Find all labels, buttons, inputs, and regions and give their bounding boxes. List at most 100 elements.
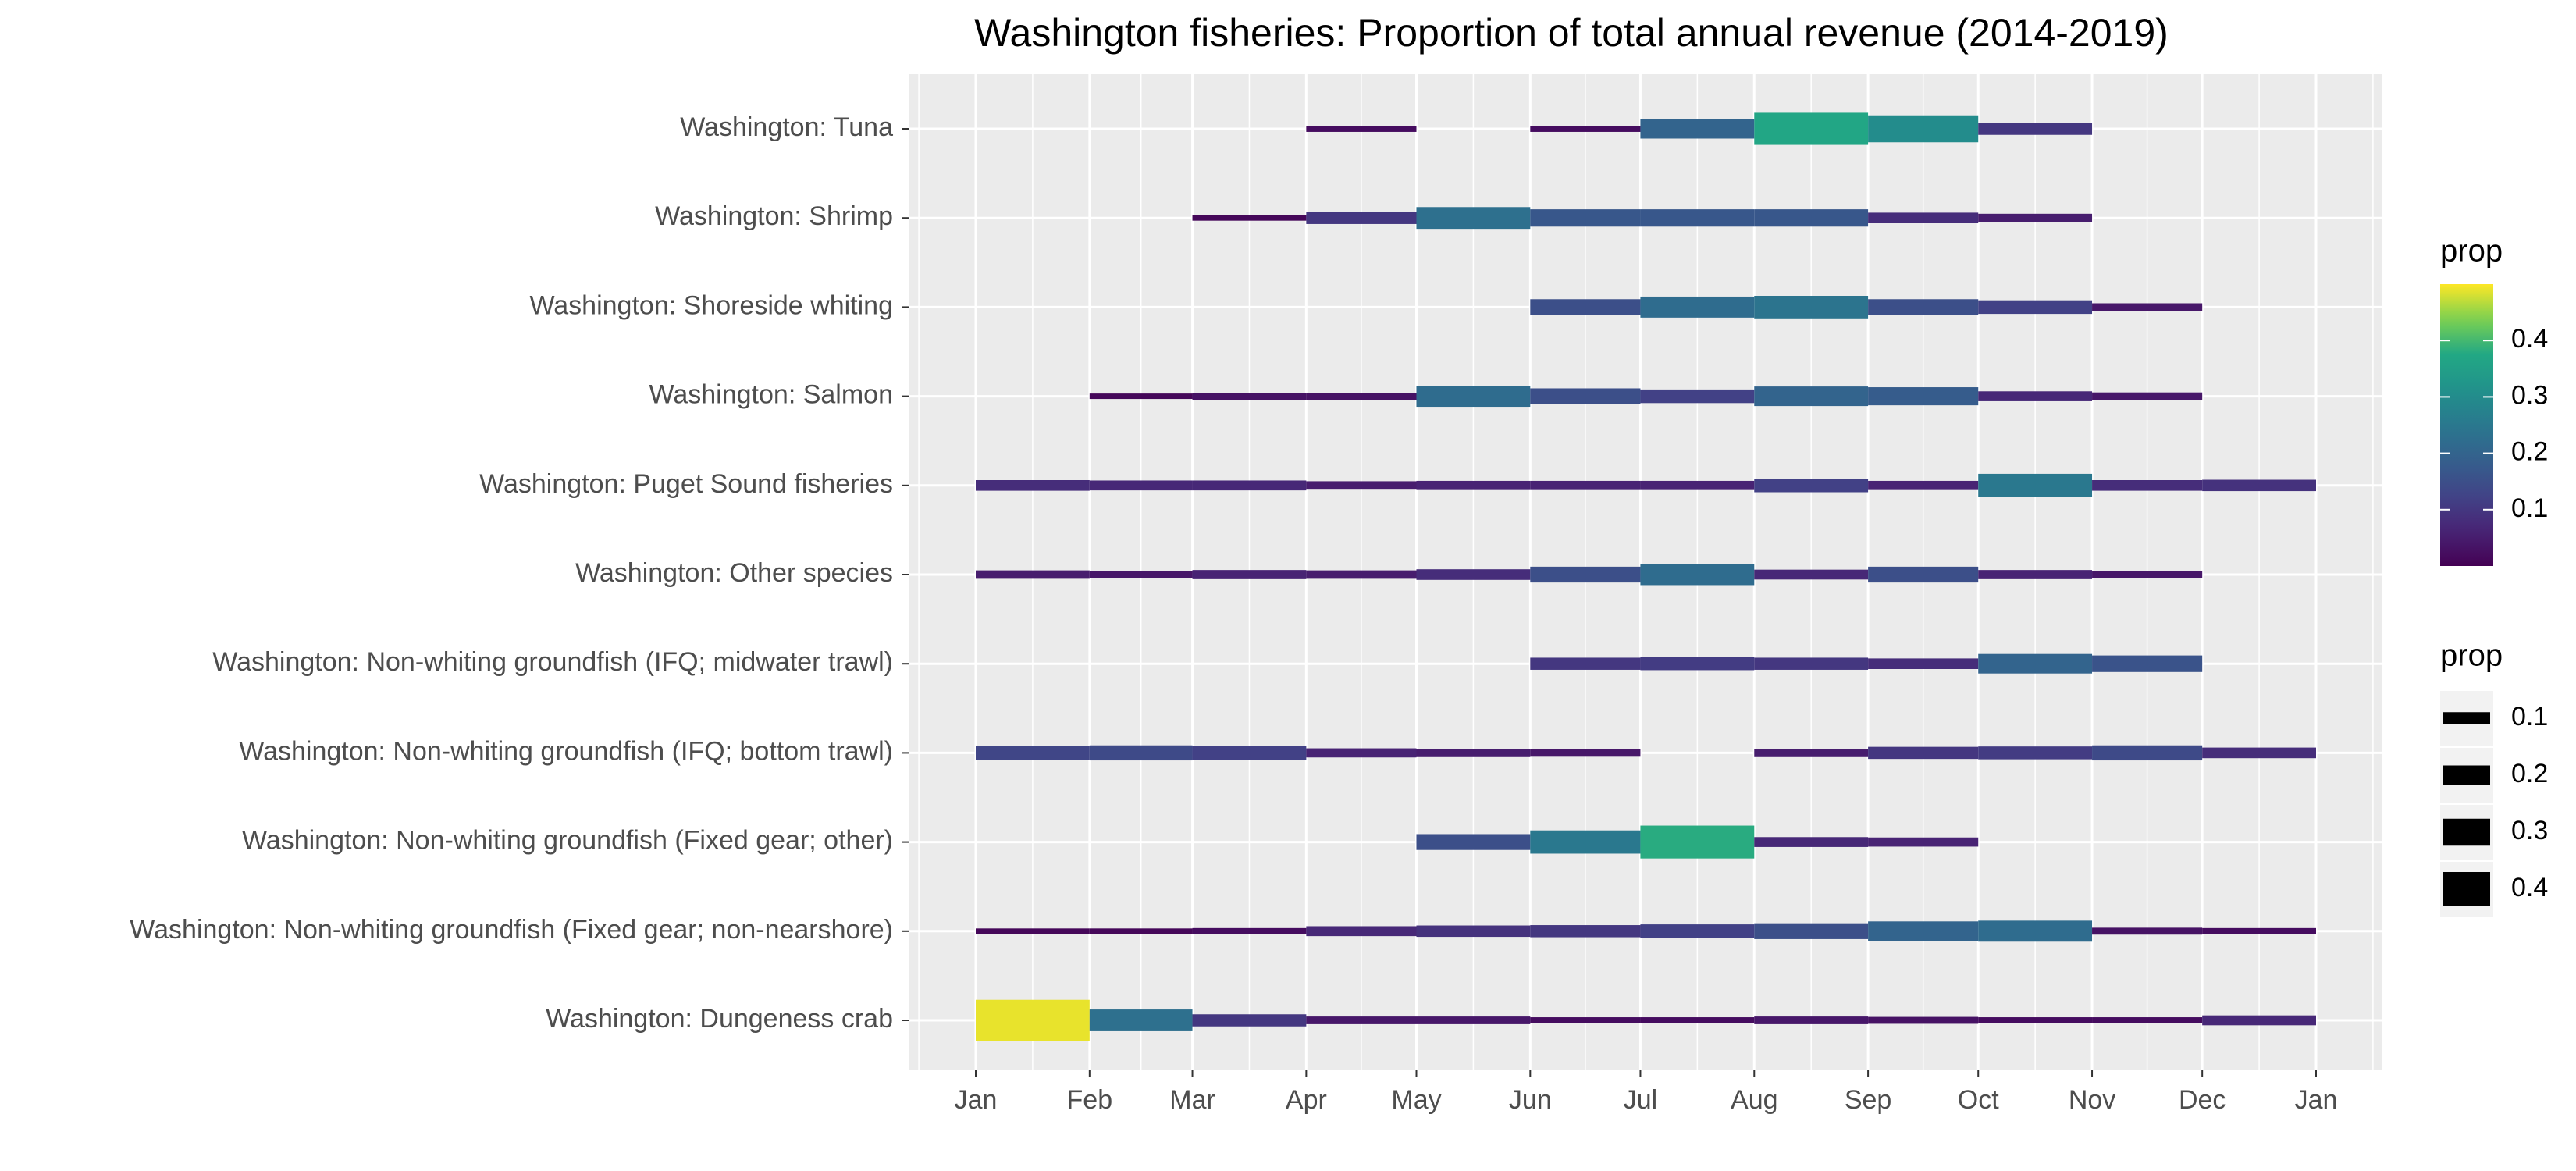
segment — [976, 999, 1090, 1041]
segment — [976, 746, 1090, 760]
segment — [1640, 564, 1755, 586]
legend-key — [2443, 872, 2490, 906]
segment — [2202, 927, 2316, 934]
segment — [1868, 115, 1979, 143]
segment — [1640, 480, 1755, 490]
segment — [2092, 655, 2203, 672]
segment — [1192, 1014, 1307, 1027]
segment — [1754, 657, 1869, 670]
segment — [1416, 569, 1531, 580]
segment — [1192, 927, 1307, 934]
colorbar-label: 0.2 — [2511, 437, 2548, 467]
segment — [1978, 473, 2093, 497]
segment — [1192, 480, 1307, 491]
segment — [2092, 927, 2203, 935]
segment — [1868, 212, 1979, 223]
x-tick-label: Sep — [1845, 1085, 1892, 1115]
segment — [2092, 303, 2203, 311]
x-tick-label: Oct — [1958, 1085, 1999, 1115]
segment — [1868, 658, 1979, 669]
legend-label: 0.2 — [2511, 759, 2548, 788]
segment — [1754, 296, 1869, 319]
x-tick-label: Jun — [1509, 1085, 1552, 1115]
x-tick-label: Jan — [2295, 1085, 2338, 1115]
segment — [1192, 570, 1307, 579]
y-tick-label: Washington: Tuna — [680, 112, 893, 142]
y-tick-label: Washington: Other species — [575, 558, 893, 588]
legend-key — [2443, 765, 2490, 785]
legend-title: prop — [2440, 234, 2503, 269]
segment — [1306, 570, 1417, 579]
legend-label: 0.4 — [2511, 873, 2548, 902]
x-tick-label: May — [1391, 1085, 1441, 1115]
segment — [1978, 1017, 2093, 1023]
segment — [1868, 746, 1979, 760]
legend-label: 0.3 — [2511, 816, 2548, 845]
y-tick-label: Washington: Non-whiting groundfish (IFQ;… — [239, 736, 893, 766]
segment — [1530, 126, 1641, 132]
segment — [1416, 749, 1531, 757]
segment — [1530, 1017, 1641, 1023]
segment — [1754, 837, 1869, 847]
segment — [1192, 215, 1307, 221]
y-tick-label: Washington: Puget Sound fisheries — [479, 469, 893, 499]
segment — [1978, 570, 2093, 579]
segment — [1978, 213, 2093, 222]
segment — [1089, 928, 1193, 934]
x-tick-label: Jan — [955, 1085, 998, 1115]
segment — [1868, 299, 1979, 315]
segment — [2092, 1017, 2203, 1023]
segment — [1868, 480, 1979, 490]
segment — [1640, 1017, 1755, 1023]
legend-key — [2443, 712, 2490, 724]
segment — [1868, 1016, 1979, 1024]
segment — [1754, 386, 1869, 407]
x-tick-label: Mar — [1169, 1085, 1215, 1115]
segment — [1306, 926, 1417, 937]
segment — [1868, 387, 1979, 406]
segment — [2202, 1015, 2316, 1026]
colorbar-label: 0.4 — [2511, 324, 2548, 354]
segment — [1089, 571, 1193, 578]
x-tick-label: Jul — [1624, 1085, 1657, 1115]
segment — [1868, 921, 1979, 941]
segment — [1530, 299, 1641, 315]
segment — [1416, 480, 1531, 490]
y-tick-label: Washington: Non-whiting groundfish (Fixe… — [130, 915, 893, 945]
y-tick-label: Washington: Non-whiting groundfish (Fixe… — [242, 826, 893, 856]
colorbar-label: 0.3 — [2511, 380, 2548, 410]
segment — [1754, 749, 1869, 757]
segment — [1530, 830, 1641, 854]
x-tick-label: Dec — [2179, 1085, 2226, 1115]
segment — [1089, 480, 1193, 491]
segment — [1089, 745, 1193, 761]
segment — [1306, 481, 1417, 490]
segment — [1416, 834, 1531, 850]
segment — [1306, 126, 1417, 132]
segment — [1530, 209, 1641, 227]
segment — [2202, 479, 2316, 492]
segment — [1192, 393, 1307, 400]
segment — [1530, 749, 1641, 757]
segment — [1306, 393, 1417, 400]
y-tick-label: Washington: Non-whiting groundfish (IFQ;… — [212, 647, 893, 677]
segment — [1978, 653, 2093, 674]
segment — [1530, 566, 1641, 583]
x-tick-label: Feb — [1067, 1085, 1113, 1115]
legend-title: prop — [2440, 639, 2503, 673]
segment — [2092, 745, 2203, 761]
segment — [1640, 389, 1755, 404]
segment — [1978, 920, 2093, 942]
segment — [1754, 569, 1869, 580]
segment — [976, 480, 1090, 491]
segment — [1530, 480, 1641, 490]
y-tick-label: Washington: Shrimp — [655, 201, 893, 231]
segment — [1868, 837, 1979, 847]
segment — [1640, 924, 1755, 938]
segment — [1530, 657, 1641, 670]
x-tick-label: Nov — [2069, 1085, 2115, 1115]
segment — [1978, 391, 2093, 401]
segment — [2092, 480, 2203, 491]
